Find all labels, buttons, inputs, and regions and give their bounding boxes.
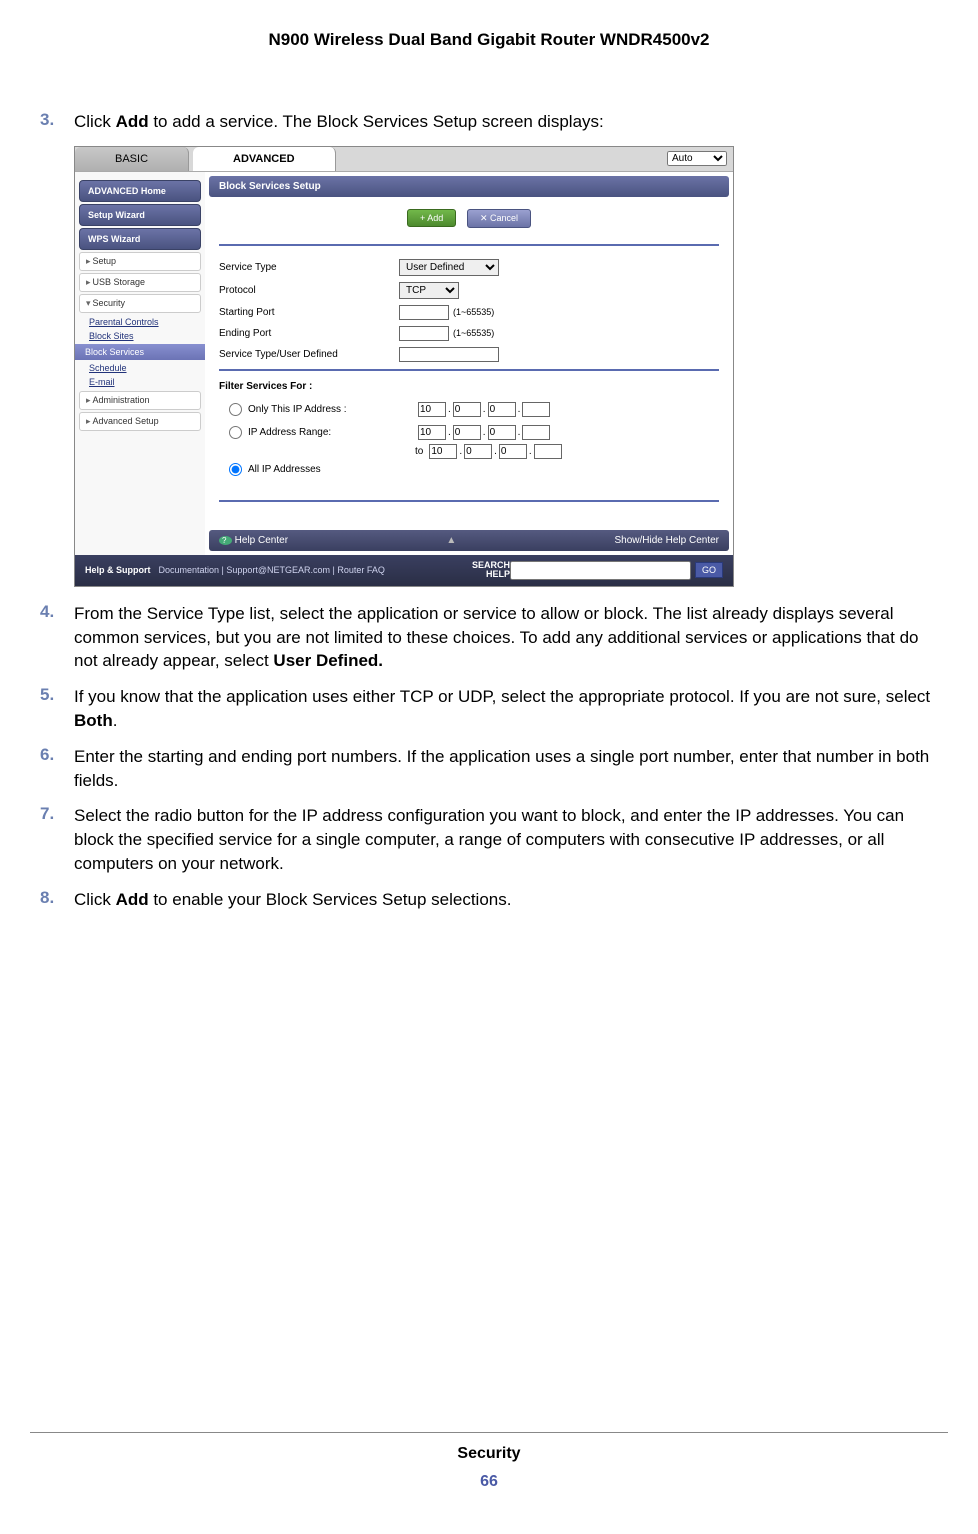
all-ip-radio[interactable] [229, 463, 242, 476]
page-number: 66 [30, 1473, 948, 1491]
doc-title: N900 Wireless Dual Band Gigabit Router W… [30, 30, 948, 50]
port-hint: (1~65535) [453, 307, 494, 317]
only-this-ip-label: Only This IP Address : [248, 404, 418, 415]
help-center-label[interactable]: Help Center [219, 535, 288, 546]
ip3-b[interactable] [464, 444, 492, 459]
page-footer: Security 66 [30, 1432, 948, 1491]
ip2-c[interactable] [488, 425, 516, 440]
expand-icon[interactable]: ▲ [446, 535, 456, 546]
sidebar-wps-wizard[interactable]: WPS Wizard [79, 228, 201, 250]
step-number: 6. [40, 745, 74, 793]
sidebar-usb-storage[interactable]: USB Storage [79, 273, 201, 292]
sidebar-security[interactable]: Security [79, 294, 201, 313]
footer-section: Security [30, 1445, 948, 1463]
step-text: Enter the starting and ending port numbe… [74, 745, 938, 793]
sidebar-advanced-home[interactable]: ADVANCED Home [79, 180, 201, 202]
step-text: Select the radio button for the IP addre… [74, 804, 938, 875]
step-5: 5. If you know that the application uses… [30, 685, 948, 733]
add-button[interactable]: + Add [407, 209, 456, 227]
step-6: 6. Enter the starting and ending port nu… [30, 745, 948, 793]
service-type-select[interactable]: User Defined [399, 259, 499, 276]
step-3: 3. Click Add to add a service. The Block… [30, 110, 948, 134]
ip3-a[interactable] [429, 444, 457, 459]
starting-port-input[interactable] [399, 305, 449, 320]
only-this-ip-radio[interactable] [229, 403, 242, 416]
starting-port-label: Starting Port [219, 307, 399, 318]
sidebar-advanced-setup[interactable]: Advanced Setup [79, 412, 201, 431]
user-defined-label: Service Type/User Defined [219, 349, 399, 360]
user-defined-input[interactable] [399, 347, 499, 362]
sidebar-parental-controls[interactable]: Parental Controls [75, 315, 205, 329]
bottom-bar: Help & Support Documentation | Support@N… [75, 555, 733, 586]
ip2-b[interactable] [453, 425, 481, 440]
ip2-a[interactable] [418, 425, 446, 440]
support-links[interactable]: Documentation | Support@NETGEAR.com | Ro… [159, 565, 385, 575]
content-title: Block Services Setup [209, 176, 729, 197]
tab-basic[interactable]: BASIC [75, 147, 189, 171]
ip3-c[interactable] [499, 444, 527, 459]
search-label-2: HELP [486, 569, 510, 579]
all-ip-label: All IP Addresses [248, 464, 418, 475]
ip-range-radio[interactable] [229, 426, 242, 439]
ending-port-input[interactable] [399, 326, 449, 341]
sidebar-block-services[interactable]: Block Services [75, 344, 205, 360]
service-type-label: Service Type [219, 262, 399, 273]
step-text: If you know that the application uses ei… [74, 685, 938, 733]
ip1-a[interactable] [418, 402, 446, 417]
step-7: 7. Select the radio button for the IP ad… [30, 804, 948, 875]
show-hide-help[interactable]: Show/Hide Help Center [615, 535, 720, 546]
ending-port-label: Ending Port [219, 328, 399, 339]
go-button[interactable]: GO [695, 562, 723, 578]
step-number: 8. [40, 888, 74, 912]
step-text: Click Add to add a service. The Block Se… [74, 110, 938, 134]
step-number: 7. [40, 804, 74, 875]
content-panel: Block Services Setup + Add ✕ Cancel Serv… [205, 172, 733, 555]
language-dropdown[interactable]: Auto [667, 151, 727, 166]
step-number: 3. [40, 110, 74, 134]
ip-range-label: IP Address Range: [248, 427, 418, 438]
sidebar-email[interactable]: E-mail [75, 375, 205, 389]
ip1-c[interactable] [488, 402, 516, 417]
tabs-bar: BASIC ADVANCED Auto [75, 147, 733, 172]
sidebar-block-sites[interactable]: Block Sites [75, 329, 205, 343]
ip3-d[interactable] [534, 444, 562, 459]
help-support-label: Help & Support [85, 565, 151, 575]
ip2-d[interactable] [522, 425, 550, 440]
sidebar-schedule[interactable]: Schedule [75, 361, 205, 375]
port-hint-2: (1~65535) [453, 328, 494, 338]
filter-services-label: Filter Services For : [219, 381, 719, 392]
router-screenshot: BASIC ADVANCED Auto ADVANCED Home Setup … [74, 146, 948, 587]
sidebar-setup[interactable]: Setup [79, 252, 201, 271]
ip1-b[interactable] [453, 402, 481, 417]
sidebar: ADVANCED Home Setup Wizard WPS Wizard Se… [75, 172, 205, 555]
step-text: From the Service Type list, select the a… [74, 602, 938, 673]
ip1-d[interactable] [522, 402, 550, 417]
step-text: Click Add to enable your Block Services … [74, 888, 938, 912]
step-number: 4. [40, 602, 74, 673]
cancel-button[interactable]: ✕ Cancel [467, 209, 531, 228]
sidebar-setup-wizard[interactable]: Setup Wizard [79, 204, 201, 226]
step-8: 8. Click Add to enable your Block Servic… [30, 888, 948, 912]
to-label: to [415, 446, 423, 457]
protocol-select[interactable]: TCP [399, 282, 459, 299]
protocol-label: Protocol [219, 285, 399, 296]
sidebar-administration[interactable]: Administration [79, 391, 201, 410]
tab-advanced[interactable]: ADVANCED [193, 147, 336, 171]
step-4: 4. From the Service Type list, select th… [30, 602, 948, 673]
language-selector[interactable]: Auto [667, 151, 727, 166]
search-help-input[interactable] [510, 561, 691, 580]
step-number: 5. [40, 685, 74, 733]
